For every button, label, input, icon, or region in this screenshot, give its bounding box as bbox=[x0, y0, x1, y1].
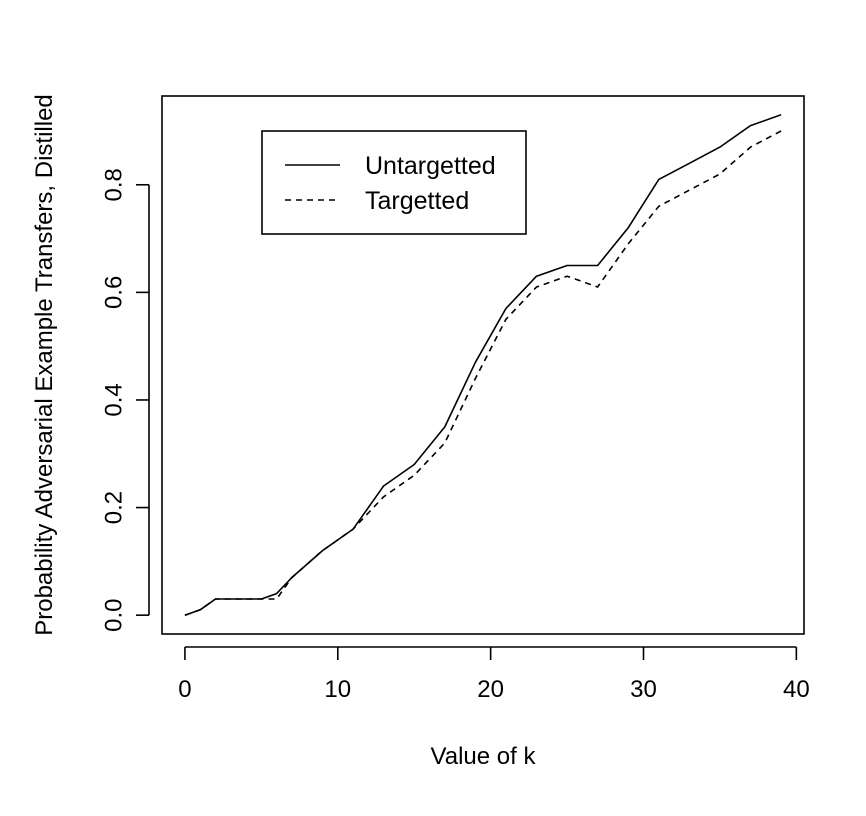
x-tick-label: 0 bbox=[178, 676, 191, 703]
y-axis: 0.0 0.2 0.4 0.6 0.8 bbox=[100, 168, 150, 632]
x-tick-label: 40 bbox=[783, 676, 810, 703]
y-tick-label: 0.0 bbox=[100, 598, 127, 631]
series-line-untargetted bbox=[184, 114, 782, 616]
x-axis-label: Value of k bbox=[431, 743, 537, 770]
series-layer bbox=[184, 114, 782, 616]
legend-box bbox=[261, 130, 527, 235]
legend-label-untargetted: Untargetted bbox=[365, 152, 496, 180]
y-tick-label: 0.8 bbox=[100, 168, 127, 201]
y-tick-label: 0.2 bbox=[100, 491, 127, 524]
y-axis-label: Probability Adversarial Example Transfer… bbox=[31, 94, 58, 636]
y-tick-label: 0.6 bbox=[100, 276, 127, 309]
plot-frame bbox=[161, 95, 805, 635]
legend-label-targetted: Targetted bbox=[365, 187, 469, 215]
legend: Untargetted Targetted bbox=[261, 130, 527, 235]
x-tick-label: 10 bbox=[324, 676, 351, 703]
x-axis: 0 10 20 30 40 bbox=[178, 646, 810, 703]
y-tick-label: 0.4 bbox=[100, 383, 127, 416]
x-tick-label: 20 bbox=[477, 676, 504, 703]
x-tick-label: 30 bbox=[630, 676, 657, 703]
